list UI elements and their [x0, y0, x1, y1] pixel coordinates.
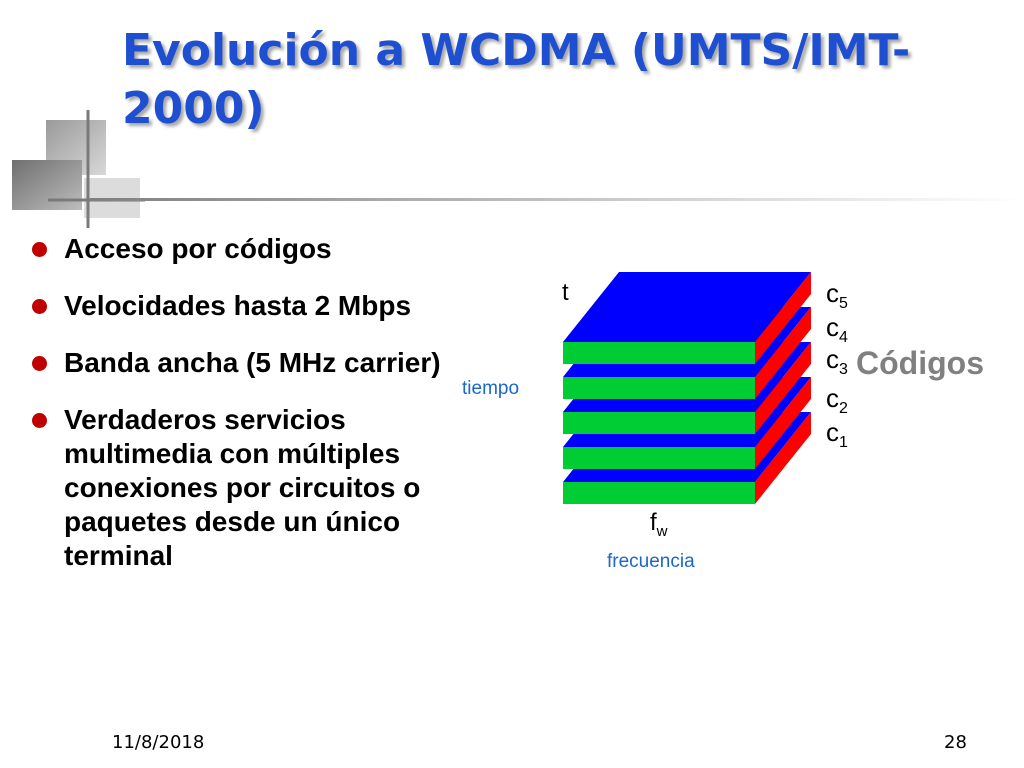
- code-layer-front: [563, 377, 755, 399]
- code-letter: c: [826, 344, 839, 374]
- code-layer-side: [755, 307, 811, 399]
- code-layer-front: [563, 482, 755, 504]
- bullet-item: Verdaderos servicios multimedia con múlt…: [28, 403, 468, 573]
- code-subscript: 1: [839, 434, 848, 451]
- code-label-c4: c4: [826, 312, 848, 346]
- code-layer-front: [563, 342, 755, 364]
- code-label-c1: c1: [826, 417, 848, 451]
- code-layer-side: [755, 342, 811, 434]
- bullet-list: Acceso por códigos Velocidades hasta 2 M…: [28, 232, 468, 596]
- title-divider: [90, 198, 1024, 201]
- codes-word: Códigos: [856, 345, 984, 381]
- slide-number: 28: [944, 732, 967, 753]
- slide-title: Evolución a WCDMA (UMTS/IMT-2000): [122, 25, 911, 134]
- code-layer-top: [563, 272, 811, 342]
- code-layer-side: [755, 412, 811, 504]
- freq-axis-word: frecuencia: [607, 551, 695, 572]
- time-axis-word: tiempo: [462, 378, 519, 399]
- code-layer-side: [755, 377, 811, 469]
- bullet-item: Acceso por códigos: [28, 232, 468, 266]
- code-layer-side: [755, 272, 811, 364]
- code-label-c5: c5: [826, 278, 848, 312]
- code-letter: c: [826, 278, 839, 308]
- time-axis-label: t: [562, 279, 569, 306]
- code-letter: c: [826, 312, 839, 342]
- code-label-c3: c3: [826, 344, 848, 378]
- code-layer-front: [563, 447, 755, 469]
- slide-date: 11/8/2018: [112, 732, 205, 753]
- freq-axis-symbol: f: [650, 509, 657, 536]
- code-subscript: 3: [839, 361, 848, 378]
- code-layer-stack: [563, 272, 811, 504]
- code-label-c2: c2: [826, 383, 848, 417]
- code-subscript: 5: [839, 295, 848, 312]
- freq-axis-subscript: w: [656, 523, 668, 540]
- code-subscript: 4: [839, 329, 848, 346]
- freq-axis-label: fw: [650, 509, 668, 540]
- bullet-item: Velocidades hasta 2 Mbps: [28, 289, 468, 323]
- code-subscript: 2: [839, 400, 848, 417]
- code-letter: c: [826, 417, 839, 447]
- bullet-item: Banda ancha (5 MHz carrier): [28, 346, 468, 380]
- code-layer-front: [563, 412, 755, 434]
- code-letter: c: [826, 383, 839, 413]
